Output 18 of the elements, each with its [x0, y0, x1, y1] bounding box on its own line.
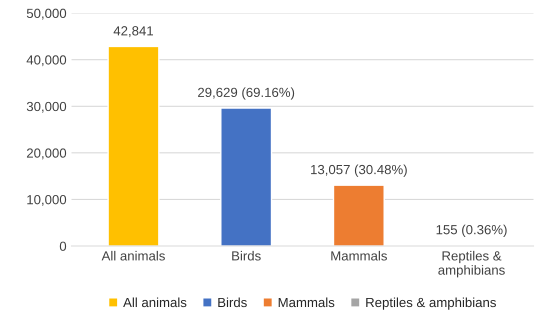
legend-label: Birds — [218, 297, 247, 308]
y-tick-label: 40,000 — [26, 55, 66, 66]
x-tick-label: Mammals — [331, 250, 387, 261]
y-tick-label: 50,000 — [26, 8, 66, 20]
x-tick-label: All animals — [102, 250, 165, 261]
data-label: 155 (0.36%) — [436, 224, 507, 237]
x-tick-label: Reptiles & amphibians — [438, 250, 505, 278]
data-label: 13,057 (30.48%) — [311, 164, 407, 177]
legend-label: Mammals — [278, 297, 334, 308]
data-label: 29,629 (69.16%) — [198, 87, 294, 100]
legend-label: Reptiles & amphibians — [366, 297, 496, 310]
y-tick-label: 10,000 — [27, 194, 66, 206]
x-tick-label: Birds — [232, 250, 261, 261]
legend-label: All animals — [123, 297, 186, 308]
y-tick-label: 0 — [60, 242, 66, 251]
y-tick-label: 20,000 — [26, 148, 66, 160]
data-label: 42,841 — [114, 26, 154, 38]
y-tick-label: 30,000 — [26, 102, 66, 113]
